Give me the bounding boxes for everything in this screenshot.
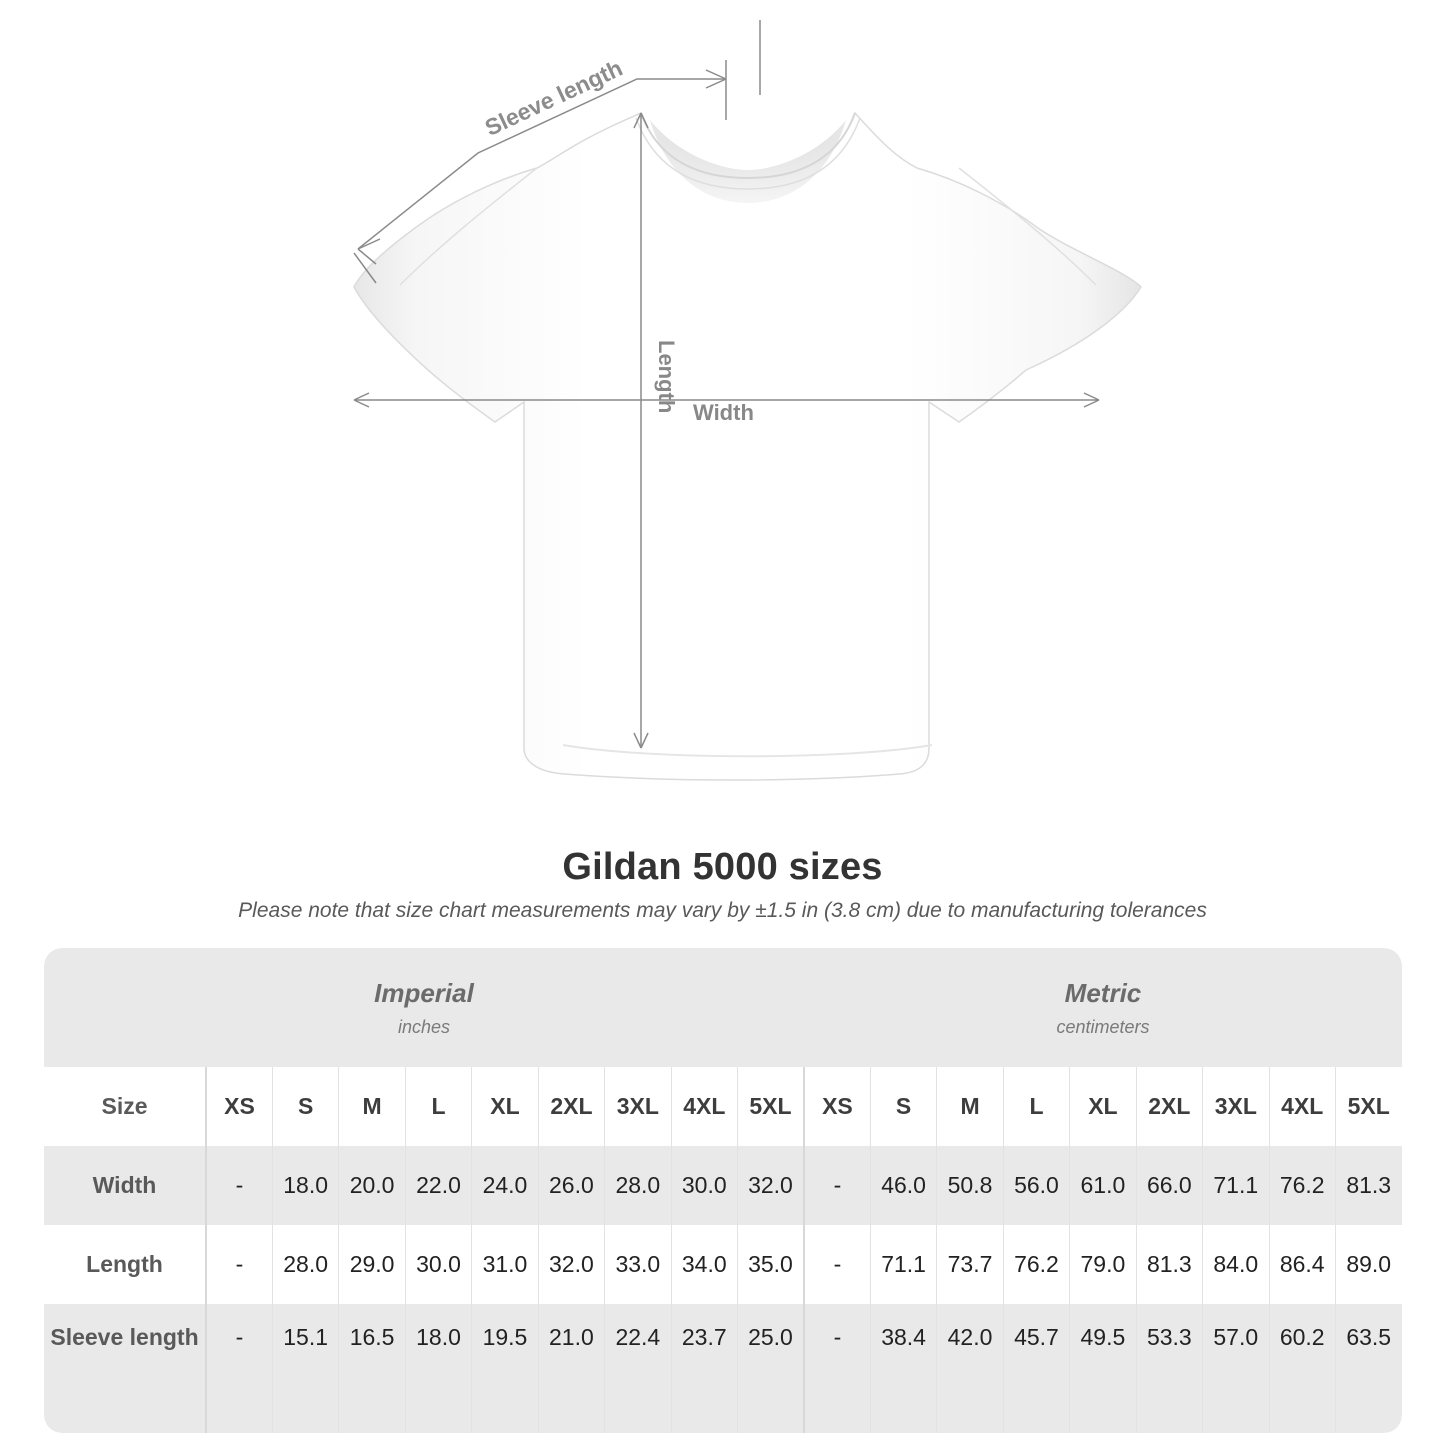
- svg-text:Sleeve length: Sleeve length: [481, 55, 626, 141]
- svg-text:Width: Width: [693, 400, 754, 425]
- svg-text:Length: Length: [654, 340, 679, 413]
